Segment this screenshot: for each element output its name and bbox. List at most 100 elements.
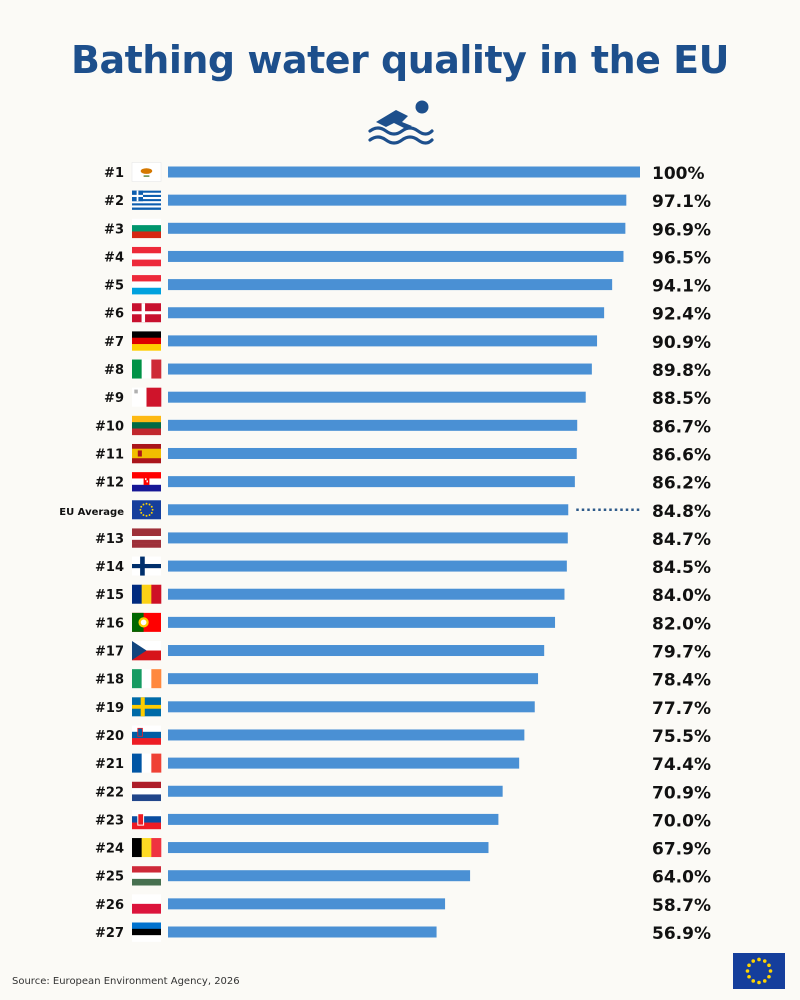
bar: [168, 419, 578, 431]
eu-average-row: EU Average 84.8%: [59, 500, 711, 522]
rank-label: #12: [95, 476, 124, 491]
chart-row: #14 84.5%: [95, 556, 711, 578]
finland-flag-icon: [132, 556, 161, 576]
value-label: 94.1%: [652, 277, 711, 297]
value-label: 90.9%: [652, 333, 711, 353]
bar: [168, 532, 568, 544]
bar: [168, 842, 489, 854]
portugal-flag-icon: [132, 612, 161, 632]
spain-flag-icon: [132, 443, 161, 464]
rank-label: #10: [95, 419, 124, 434]
bar: [168, 250, 624, 262]
rank-label: #8: [104, 363, 124, 378]
value-label: 89.8%: [652, 361, 711, 381]
bar: [168, 588, 565, 600]
bar: [168, 363, 592, 375]
value-label: 75.5%: [652, 727, 711, 747]
cyprus-flag-icon: [131, 162, 162, 182]
malta-flag-icon: [132, 387, 162, 407]
chart-row: #3 96.9%: [104, 218, 711, 240]
rank-label: #4: [104, 250, 124, 265]
rank-label: #22: [95, 785, 124, 800]
romania-flag-icon: [132, 584, 162, 604]
chart-row: #17 79.7%: [95, 641, 711, 663]
estonia-flag-icon: [132, 922, 161, 942]
value-label: 58.7%: [652, 896, 711, 916]
rank-label: #9: [104, 391, 124, 406]
chart-row: #18 78.4%: [95, 669, 711, 691]
value-label: 100%: [652, 164, 705, 184]
bar: [168, 673, 539, 685]
rank-label: #15: [95, 588, 124, 603]
bar: [168, 279, 613, 291]
eu-flag-icon: [733, 953, 785, 989]
rank-label: #24: [95, 842, 124, 857]
ireland-flag-icon: [132, 669, 162, 689]
lithuania-flag-icon: [132, 415, 161, 436]
rank-label: #19: [95, 701, 124, 716]
bar: [168, 785, 503, 797]
chart-row: #12 86.2%: [95, 472, 711, 494]
value-label: 86.2%: [652, 474, 711, 494]
rank-label: #13: [95, 532, 124, 547]
bar: [168, 391, 586, 403]
bar: [168, 222, 626, 234]
chart-row: #16 82.0%: [95, 612, 711, 634]
rank-label: #18: [95, 673, 124, 688]
bulgaria-flag-icon: [132, 218, 161, 239]
value-label: 86.6%: [652, 445, 711, 465]
austria-flag-icon: [132, 246, 161, 267]
belgium-flag-icon: [132, 838, 162, 858]
value-label: 92.4%: [652, 305, 711, 325]
eu-flag-icon: [132, 500, 161, 520]
chart-row: #6 92.4%: [104, 303, 711, 325]
slovakia-flag-icon: [132, 809, 161, 830]
germany-flag-icon: [132, 331, 161, 351]
chart-row: #19 77.7%: [95, 697, 711, 719]
bar: [168, 335, 598, 347]
bar: [168, 729, 525, 741]
chart-row: #25 64.0%: [95, 866, 711, 888]
value-label: 77.7%: [652, 699, 711, 719]
chart-title: Bathing water quality in the EU: [71, 38, 729, 82]
bar: [168, 476, 575, 488]
bar: [168, 898, 446, 910]
value-label: 79.7%: [652, 643, 711, 663]
chart-row: #4 96.5%: [104, 246, 711, 268]
source-note: Source: European Environment Agency, 202…: [12, 976, 240, 987]
chart-row: #26 58.7%: [95, 894, 711, 916]
value-label: 56.9%: [652, 924, 711, 944]
bar: [168, 307, 605, 319]
croatia-flag-icon: [132, 472, 161, 492]
value-label: 97.1%: [652, 192, 711, 212]
chart-row: #21 74.4%: [95, 753, 711, 775]
rank-label: #5: [104, 279, 124, 294]
chart-row: #27 56.9%: [95, 922, 711, 944]
bar: [168, 447, 577, 459]
rank-label: #20: [95, 729, 124, 744]
value-label: 96.5%: [652, 248, 711, 268]
rank-label: #11: [95, 447, 124, 462]
rank-label: #27: [95, 926, 124, 941]
value-label: 96.9%: [652, 220, 711, 240]
rank-label: #16: [95, 616, 124, 631]
rank-label: #21: [95, 757, 124, 772]
chart-row: #13 84.7%: [95, 528, 711, 550]
chart-row: #24 67.9%: [95, 838, 711, 860]
value-label: 74.4%: [652, 755, 711, 775]
sweden-flag-icon: [132, 697, 161, 717]
chart-row: #8 89.8%: [104, 359, 711, 381]
rank-label: #3: [104, 222, 124, 237]
rank-label: #17: [95, 645, 124, 660]
italy-flag-icon: [132, 359, 162, 379]
chart-row: #20 75.5%: [95, 725, 711, 747]
bar: [168, 870, 471, 882]
chart-row: #15 84.0%: [95, 584, 711, 606]
value-label: 88.5%: [652, 389, 711, 409]
chart-row: #11 86.6%: [95, 443, 711, 465]
value-label: 70.9%: [652, 783, 711, 803]
value-label: 82.0%: [652, 614, 711, 634]
rank-label: #23: [95, 813, 124, 828]
bar: [168, 813, 499, 825]
